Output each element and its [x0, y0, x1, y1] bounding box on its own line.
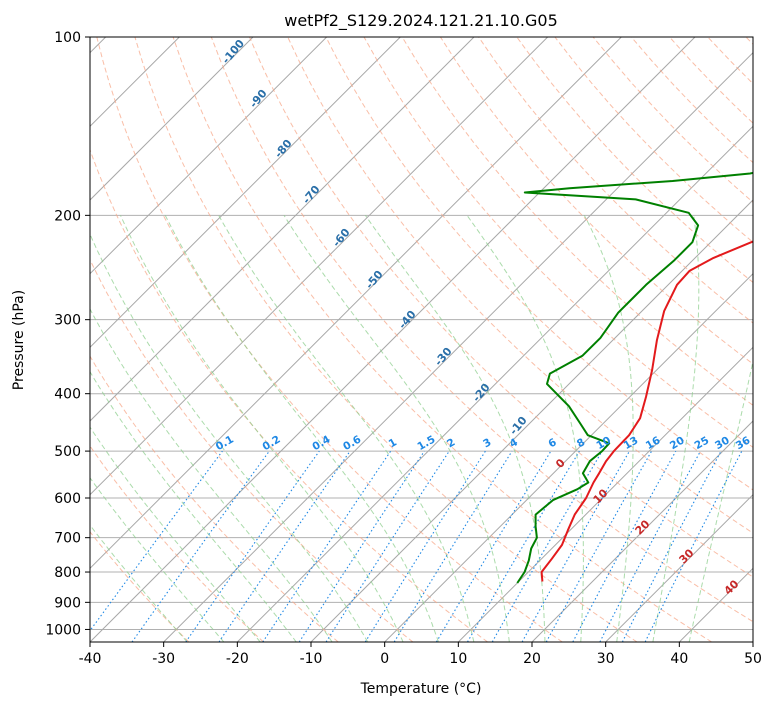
- isotherm-line: [457, 346, 753, 642]
- moist-adiabat-line: [90, 370, 297, 642]
- dry-adiabat-line: [90, 355, 339, 642]
- moist-adiabat-line: [90, 524, 188, 642]
- dry-adiabat-line: [134, 37, 638, 642]
- isotherm-line: [384, 272, 753, 642]
- dry-adiabat-line: [90, 148, 488, 642]
- mixing-ratio-line: [393, 450, 513, 642]
- isotherm-line: [90, 37, 475, 422]
- isotherm-line: [236, 125, 753, 642]
- isotherm-line: [90, 37, 622, 570]
- mixing-ratio-line: [131, 450, 270, 642]
- plot-frame: [89, 36, 754, 643]
- x-axis-label: Temperature (°C): [360, 681, 482, 697]
- dry-adiabat-line: [516, 37, 753, 284]
- dry-adiabat-line: [90, 445, 264, 642]
- y-tick-label: 900: [54, 595, 81, 611]
- mixing-ratio-line: [572, 450, 677, 642]
- isotherm-line: [752, 641, 753, 642]
- x-tick-label: 50: [744, 651, 762, 667]
- x-tick-label: -40: [79, 651, 102, 667]
- background-lines: [90, 37, 753, 642]
- y-tick-label: 600: [54, 491, 81, 507]
- dry-adiabat-line: [172, 37, 712, 642]
- x-tick-label: 20: [523, 651, 541, 667]
- mixing-ratio-line: [262, 450, 392, 642]
- y-axis-label: Pressure (hPa): [11, 290, 27, 390]
- x-tick-label: 40: [670, 651, 688, 667]
- isotherm-line: [90, 37, 254, 201]
- moist-adiabat-line: [583, 215, 634, 642]
- moist-adiabat-line: [364, 215, 546, 642]
- moist-adiabat-line: [120, 215, 404, 642]
- mixing-ratio-line: [521, 450, 630, 642]
- dry-adiabat-line: [401, 37, 753, 406]
- isotherm-line: [310, 199, 753, 642]
- dry-adiabat-line: [325, 37, 753, 491]
- moist-adiabat-line: [283, 215, 510, 642]
- x-tick-label: 0: [380, 651, 389, 667]
- mixing-ratio-line: [185, 450, 320, 642]
- plot-area: [90, 37, 753, 642]
- dry-adiabat-line: [249, 37, 753, 578]
- moist-adiabat-line: [90, 476, 225, 642]
- isotherm-line: [605, 493, 753, 642]
- axes: -40 -30 -20 -10 0 10 20 30 40 50 100 200 300 400 500 60…: [45, 30, 762, 667]
- dry-adiabat-line: [210, 37, 753, 623]
- mixing-ratio-line: [90, 450, 223, 632]
- moist-adiabat-line: [652, 215, 700, 642]
- y-tick-label: 800: [54, 565, 81, 581]
- dewpoint-profile-line: [516, 171, 753, 584]
- chart-title: wetPf2_S129.2024.121.21.10.G05: [284, 11, 558, 31]
- isotherm-line: [531, 420, 753, 642]
- mixing-ratio-line: [325, 450, 450, 642]
- moist-adiabat-line: [164, 215, 439, 642]
- profile-lines: [516, 171, 753, 584]
- isotherm-line: [90, 37, 328, 275]
- x-tick-label: 10: [449, 651, 467, 667]
- dry-adiabat-line: [90, 531, 190, 642]
- moist-adiabat-line: [90, 426, 261, 642]
- isotherm-line: [163, 51, 753, 642]
- x-tick-label: 30: [597, 651, 615, 667]
- y-tick-label: 200: [54, 208, 81, 224]
- isotherm-line: [90, 37, 549, 496]
- y-tick-label: 700: [54, 531, 81, 547]
- y-tick-label: 400: [54, 387, 81, 403]
- y-tick-label: 1000: [45, 622, 81, 638]
- y-tick-label: 100: [54, 30, 81, 46]
- mixing-ratio-line: [298, 450, 425, 642]
- mixing-ratio-line: [218, 450, 351, 642]
- x-tick-label: -10: [300, 651, 323, 667]
- temperature-profile-line: [540, 240, 753, 582]
- x-tick-label: -20: [226, 651, 249, 667]
- mixing-ratio-line: [545, 450, 653, 642]
- mixing-ratio-line: [644, 450, 743, 642]
- moist-adiabat-line: [688, 358, 753, 642]
- y-tick-label: 300: [54, 313, 81, 329]
- isotherm-line: [90, 37, 696, 642]
- dry-adiabat-line: [96, 37, 563, 642]
- dry-adiabat-line: [90, 258, 414, 642]
- y-tick-label: 500: [54, 444, 81, 460]
- moist-adiabat-line: [90, 232, 369, 642]
- x-tick-label: -30: [152, 651, 175, 667]
